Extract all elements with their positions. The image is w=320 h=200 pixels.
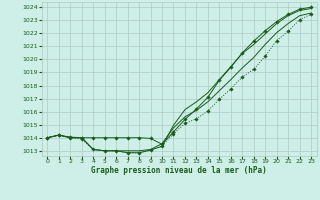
X-axis label: Graphe pression niveau de la mer (hPa): Graphe pression niveau de la mer (hPa): [91, 166, 267, 175]
